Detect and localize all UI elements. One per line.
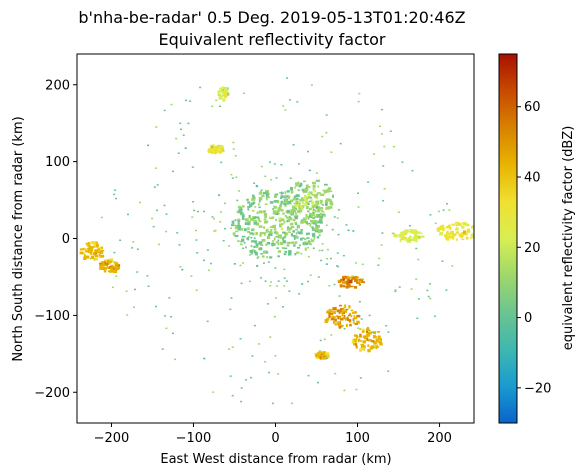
echo-region [351,328,383,353]
colorbar-label: equivalent reflectivity factor (dBZ) [561,126,576,351]
echo-region [391,229,425,243]
y-tick-label: 0 [62,232,70,247]
y-axis-label: North South distance from radar (km) [11,116,26,361]
colorbar [498,53,518,424]
chart-title-line1: b'nha-be-radar' 0.5 Deg. 2019-05-13T01:2… [78,8,465,27]
colorbar-tick-label: 0 [524,311,532,326]
clutter-speckle [100,77,454,405]
x-tick-label: −100 [176,431,212,446]
echo-region [99,258,121,274]
x-axis-ticks: −200 −100 0 100 200 [94,423,452,446]
colorbar-tick-label: 40 [524,171,541,186]
echo-region [337,275,366,289]
echo-region [436,221,474,241]
y-tick-label: 200 [45,78,70,93]
echo-region [283,179,334,225]
x-tick-label: −200 [94,431,130,446]
colorbar-tick-label: 20 [524,241,541,256]
colorbar-tick-label: −20 [524,381,551,396]
echo-region [314,350,330,360]
x-tick-label: 0 [271,431,279,446]
x-tick-label: 200 [427,431,452,446]
echo-region [207,144,225,155]
colorbar-ticks: −20 0 20 40 60 [517,100,551,396]
x-tick-label: 100 [345,431,370,446]
y-axis-ticks: −200 −100 0 100 200 [34,78,77,401]
colorbar-tick-label: 60 [524,100,541,115]
echo-region [217,86,230,102]
chart-title-line2: Equivalent reflectivity factor [158,30,385,49]
echo-region [324,304,361,329]
y-tick-label: −200 [34,386,70,401]
y-tick-label: 100 [45,155,70,170]
echo-region [79,241,105,261]
reflectivity-echoes [79,77,474,405]
y-tick-label: −100 [34,309,70,324]
x-axis-label: East West distance from radar (km) [160,452,391,467]
